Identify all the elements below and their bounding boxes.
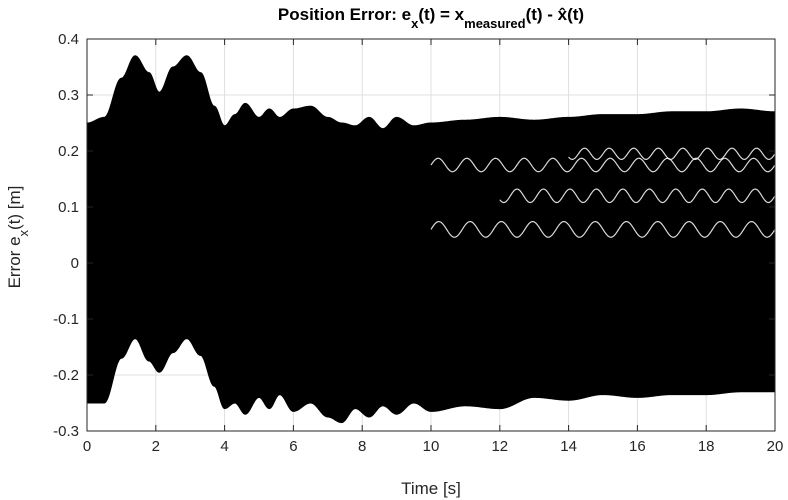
y-tick-label: 0.2: [58, 143, 79, 160]
interior-trace: [430, 157, 776, 173]
x-tick-label: 18: [698, 438, 715, 455]
x-tick-label: 0: [83, 438, 91, 455]
y-tick-label: 0.3: [58, 87, 79, 104]
y-tick-label: -0.2: [53, 367, 79, 384]
x-tick-label: 12: [491, 438, 508, 455]
interior-trace: [568, 147, 776, 161]
interior-trace: [499, 188, 776, 204]
y-tick-label: 0.1: [58, 199, 79, 216]
data-series: [86, 55, 776, 424]
x-tick-label: 20: [767, 438, 784, 455]
chart-title: Position Error: ex(t) = xmeasured(t) - x…: [278, 5, 584, 31]
interior-trace: [430, 220, 776, 238]
x-axis-label: Time [s]: [401, 479, 461, 498]
y-tick-label: 0: [71, 255, 79, 272]
x-tick-label: 4: [220, 438, 228, 455]
y-tick-label: 0.4: [58, 31, 79, 48]
x-tick-label: 2: [152, 438, 160, 455]
x-tick-label: 10: [423, 438, 440, 455]
y-tick-label: -0.1: [53, 311, 79, 328]
x-tick-label: 14: [560, 438, 577, 455]
y-tick-label: -0.3: [53, 423, 79, 440]
ticks: 0 2 4 6 8 10 12 14 16 18 20 -0.3 -0.2 -0.1 0 0.1 0.2 0.3 0…: [53, 31, 783, 455]
x-tick-label: 16: [629, 438, 646, 455]
x-tick-label: 8: [358, 438, 366, 455]
x-tick-label: 6: [289, 438, 297, 455]
y-axis-label: Error ex(t) [m]: [5, 186, 31, 289]
